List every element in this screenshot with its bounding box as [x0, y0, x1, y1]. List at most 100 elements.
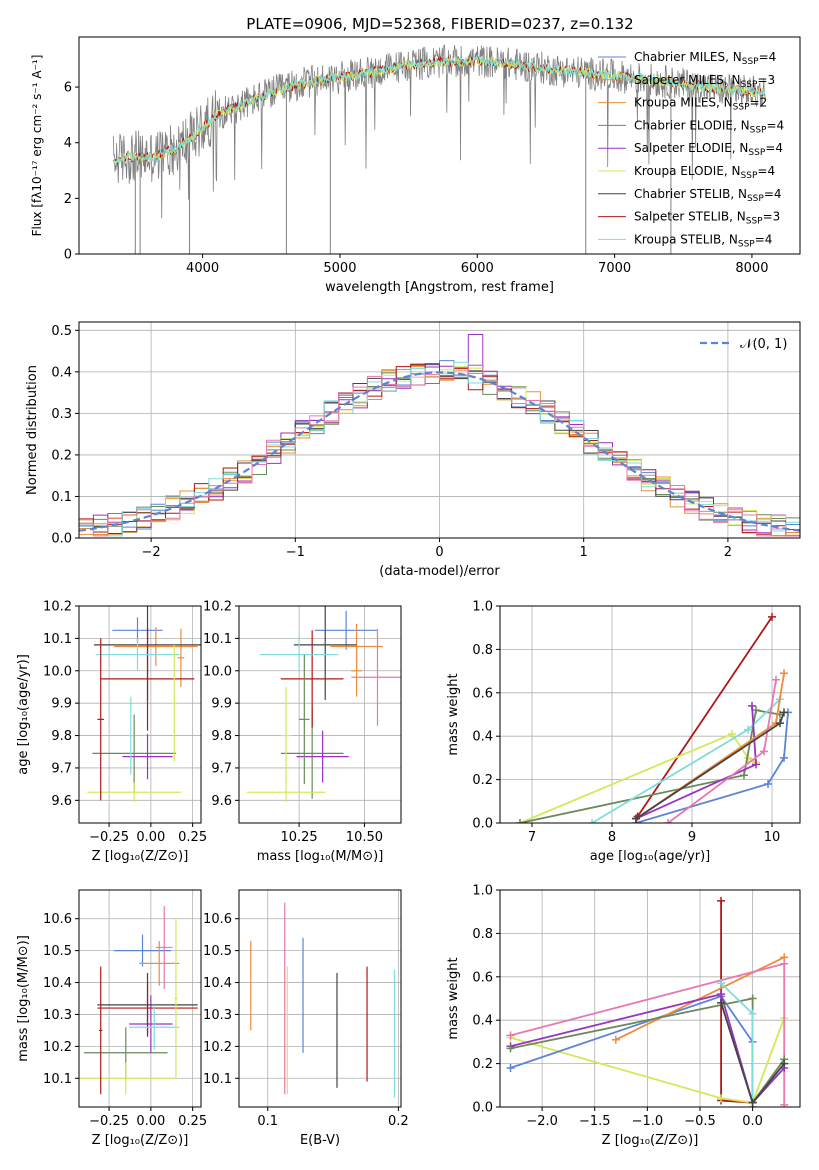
x-axis-label: age [log₁₀(age/yr)] — [590, 849, 711, 864]
y-tick-label: 10.6 — [203, 912, 232, 927]
series-marker — [752, 760, 760, 769]
series-marker — [506, 1044, 515, 1053]
x-tick-label: 4000 — [186, 261, 219, 276]
y-tick-label: 2 — [64, 192, 72, 207]
x-tick-label: 0.2 — [388, 1114, 409, 1129]
series-marker — [760, 747, 768, 756]
y-tick-label: 10.5 — [43, 944, 72, 959]
series-marker — [632, 814, 640, 823]
y-tick-label: 0.0 — [51, 532, 72, 547]
legend-label: Chabrier MILES, NSSP=4 — [634, 50, 776, 67]
x-tick-label: 2 — [724, 545, 732, 560]
x-axis-label: Z [log₁₀(Z/Z⊙)] — [92, 1133, 189, 1148]
y-tick-label: 10.0 — [203, 664, 232, 679]
y-axis-label: mass weight — [446, 673, 461, 755]
x-tick-label: 0.00 — [136, 1114, 165, 1129]
x-tick-label: −1 — [286, 545, 305, 560]
axes-frame — [499, 889, 801, 1108]
x-tick-label: 0.00 — [136, 830, 165, 845]
x-tick-label: −0.5 — [684, 1114, 716, 1129]
x-tick-label: 7000 — [598, 261, 631, 276]
y-tick-label: 10.2 — [203, 1040, 232, 1055]
y-tick-label: 10.3 — [203, 1008, 232, 1023]
x-tick-label: 10.50 — [346, 830, 383, 845]
x-axis-label: Z [log₁₀(Z/Z⊙)] — [92, 849, 189, 864]
y-tick-label: 9.8 — [51, 729, 72, 744]
y-tick-label: 9.8 — [211, 729, 232, 744]
series-marker — [748, 701, 756, 710]
x-tick-label: −1.0 — [632, 1114, 664, 1129]
legend-label: Kroupa STELIB, NSSP=4 — [634, 232, 772, 249]
series-marker — [780, 1059, 789, 1068]
axes-frame — [78, 36, 801, 255]
x-tick-label: 0.25 — [178, 1114, 207, 1129]
gaussian-curve — [79, 371, 800, 532]
panel-mass-vs-EBV: 0.1 0.2 10.1 10.2 10.3 10.4 10.5 10.6 E(B-V) — [203, 889, 409, 1148]
y-tick-label: 0.5 — [51, 324, 72, 339]
series-marker — [780, 959, 789, 968]
panel-massweight-vs-Z: −2.0 −1.5 −1.0 −0.5 0.0 0.0 0.2 0.4 0.6 0.8 1.0 Z [… — [446, 884, 801, 1148]
series-marker — [780, 1100, 789, 1107]
x-tick-label: 0.0 — [742, 1114, 763, 1129]
panel-spectrum: Chabrier MILES, NSSP=4 Salpeter MILES, NS… — [30, 36, 801, 295]
x-tick-label: 5000 — [323, 261, 356, 276]
x-tick-label: 10.25 — [280, 830, 317, 845]
y-tick-label: 0.3 — [51, 407, 72, 422]
y-tick-label: 10.4 — [43, 976, 72, 991]
y-tick-label: 10.0 — [43, 664, 72, 679]
x-tick-label: 0 — [435, 545, 443, 560]
series-marker — [752, 706, 760, 715]
series-marker — [588, 819, 596, 823]
x-tick-label: −2 — [142, 545, 161, 560]
panel-residuals: 𝒩(0, 1) −2 −1 0 1 2 0.0 0.1 0.2 0.3 0.4 0.5 (data-mo… — [25, 321, 801, 579]
figure-title: PLATE=0906, MJD=52368, FIBERID=0237, z=0… — [246, 15, 633, 33]
series-line — [510, 993, 785, 1105]
y-axis-label: mass [log₁₀(M/M⊙)] — [16, 935, 31, 1062]
legend-label: Chabrier STELIB, NSSP=4 — [634, 187, 782, 204]
plot-area — [250, 902, 396, 1098]
axes-frame — [78, 889, 202, 1108]
series-marker — [768, 612, 776, 621]
x-axis-label: wavelength [Angstrom, rest frame] — [325, 280, 554, 295]
y-tick-label: 0.2 — [472, 1057, 493, 1072]
residual-legend: 𝒩(0, 1) — [700, 337, 787, 352]
y-tick-label: 4 — [64, 136, 72, 151]
y-tick-label: 0.4 — [472, 730, 493, 745]
series-marker — [748, 1098, 757, 1107]
series-marker — [717, 896, 726, 905]
y-tick-label: 0.2 — [51, 448, 72, 463]
series-marker — [506, 1031, 515, 1040]
series-line — [519, 732, 757, 823]
plot-area — [112, 44, 766, 254]
x-tick-label: 9 — [688, 830, 696, 845]
plot-area — [87, 606, 201, 802]
spectrum-legend: Chabrier MILES, NSSP=4 Salpeter MILES, NS… — [598, 50, 784, 249]
series-marker — [748, 1009, 757, 1018]
y-tick-label: 0 — [64, 248, 72, 263]
x-axis-label: (data-model)/error — [379, 564, 500, 579]
y-tick-label: 0.0 — [472, 817, 493, 832]
y-tick-label: 9.6 — [51, 794, 72, 809]
x-tick-label: −1.5 — [579, 1114, 611, 1129]
y-tick-label: 0.8 — [472, 927, 493, 942]
series-marker — [717, 979, 726, 988]
legend-label: Salpeter MILES, NSSP=3 — [634, 73, 775, 90]
y-tick-label: 10.1 — [43, 1072, 72, 1087]
y-tick-label: 9.7 — [51, 761, 72, 776]
series-marker — [728, 730, 736, 739]
y-tick-label: 10.5 — [203, 944, 232, 959]
y-tick-label: 0.6 — [472, 686, 493, 701]
plot-area — [79, 905, 198, 1095]
legend-label: Salpeter ELODIE, NSSP=4 — [634, 141, 783, 158]
x-tick-label: 8 — [608, 830, 616, 845]
plot-area — [516, 612, 792, 823]
panel-massweight-vs-age: 7 8 9 10 0.0 0.2 0.4 0.6 0.8 1.0 age [log₁₀(age/yr… — [446, 600, 801, 864]
series-marker — [780, 753, 788, 762]
series-marker — [611, 1035, 620, 1044]
y-tick-label: 9.9 — [51, 697, 72, 712]
y-tick-label: 0.6 — [472, 970, 493, 985]
model-spectrum-kroupa_stelib — [112, 54, 766, 165]
series-line — [667, 679, 777, 823]
panel-age-vs-mass: 10.25 10.50 9.6 9.7 9.8 9.9 10.0 10.1 10.2 mass [… — [203, 600, 402, 864]
y-tick-label: 10.3 — [43, 1008, 72, 1023]
